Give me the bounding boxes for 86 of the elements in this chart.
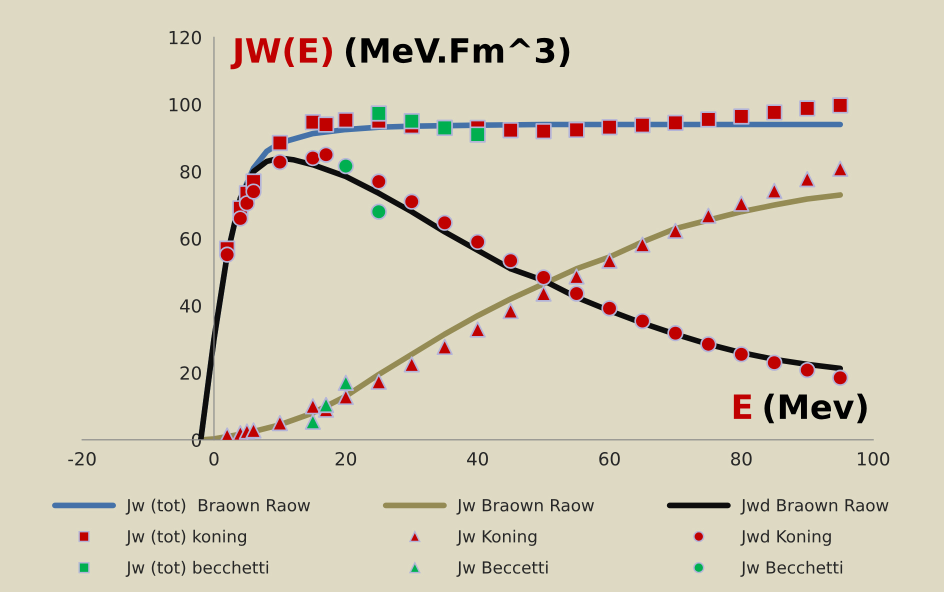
point (535, 285, 552, 302)
point (370, 374, 387, 390)
point (568, 285, 585, 302)
point (502, 122, 519, 138)
point (799, 171, 816, 188)
point (766, 104, 782, 121)
y-tick-label: 60 (180, 232, 201, 246)
x-tick-label: 60 (599, 452, 620, 466)
point (470, 321, 486, 338)
point (272, 134, 288, 152)
point (733, 346, 750, 362)
point (733, 196, 750, 212)
point (766, 354, 782, 371)
point (304, 414, 321, 430)
point (634, 312, 651, 330)
point (470, 126, 486, 143)
point (245, 422, 262, 439)
point (238, 195, 256, 212)
point (568, 268, 585, 285)
point (601, 119, 618, 136)
point (245, 183, 262, 200)
y-tick-label: 20 (180, 366, 201, 380)
point (219, 246, 236, 263)
point (535, 269, 552, 286)
x-axis-title: E (Mev) (734, 394, 867, 424)
point (232, 210, 248, 227)
point (832, 370, 848, 386)
point (667, 114, 684, 131)
point (404, 194, 420, 210)
point (338, 158, 354, 174)
point (370, 105, 387, 122)
y-tick-label: 120 (170, 30, 201, 44)
legend-label: Jw Becchetti (740, 560, 842, 577)
x-tick-label: -20 (68, 452, 96, 466)
point (667, 222, 684, 239)
x-tick-label: 20 (336, 452, 356, 466)
point (318, 116, 334, 133)
legend-label: Jw Koning (456, 530, 536, 546)
point (318, 146, 334, 163)
point (535, 123, 552, 140)
chart-title: JW(E) (MeV.Fm^3) (230, 37, 570, 70)
point (601, 300, 618, 316)
point (436, 214, 453, 231)
point (272, 154, 288, 170)
x-tick-label: 80 (731, 452, 752, 466)
point (502, 252, 519, 269)
point (370, 173, 387, 190)
point (404, 113, 420, 130)
point (634, 236, 651, 253)
point (436, 338, 453, 356)
y-tick-label: 100 (170, 98, 201, 112)
legend-label: Jw (tot) Braown Raow (126, 498, 310, 515)
point (799, 362, 816, 378)
x-tick-label: 100 (858, 452, 890, 466)
point (304, 398, 321, 414)
point (700, 336, 717, 352)
point (470, 234, 486, 250)
point (799, 100, 816, 117)
point (404, 356, 420, 372)
point (272, 414, 288, 432)
point (832, 160, 848, 177)
point (667, 325, 684, 342)
point (733, 108, 750, 125)
point (634, 117, 651, 134)
y-tick-label: 80 (180, 164, 201, 179)
point (370, 204, 387, 220)
point (700, 111, 717, 128)
point (502, 302, 519, 320)
x-tick-label: 40 (467, 452, 488, 466)
point (338, 112, 354, 128)
legend-label: Jw Beccetti (456, 560, 548, 577)
point (338, 374, 354, 391)
point (304, 150, 321, 166)
point (568, 122, 585, 138)
point (832, 97, 848, 114)
legend-label: Jwd Braown Raow (740, 498, 888, 515)
point (601, 252, 618, 269)
legend-label: Jw (tot) becchetti (126, 560, 268, 577)
legend-label: Jw (tot) koning (126, 530, 246, 546)
y-tick-label: 40 (180, 299, 201, 313)
legend-label: Jw Braown Raow (456, 499, 594, 515)
x-tick-label: 0 (209, 452, 219, 466)
legend-label: Jwd Koning (740, 530, 831, 546)
point (318, 396, 334, 414)
point (700, 208, 717, 224)
point (766, 182, 782, 200)
